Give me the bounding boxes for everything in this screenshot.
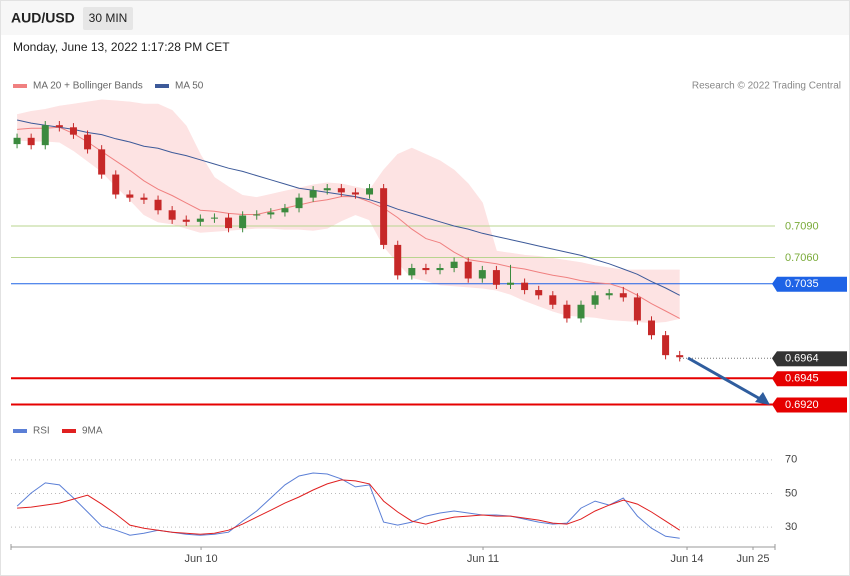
x-tick-label: Jun 10: [185, 553, 218, 565]
candle-body: [55, 125, 63, 128]
candle-body: [154, 199, 162, 211]
legend-swatch: [155, 84, 169, 88]
candle-body: [591, 295, 599, 305]
level-box: [777, 276, 847, 292]
candle-body: [126, 194, 134, 198]
credit: Research © 2022 Trading Central: [692, 81, 841, 92]
candle-body: [549, 295, 557, 305]
legend-swatch: [13, 84, 27, 88]
candle-body: [182, 219, 190, 222]
candle-body: [168, 210, 176, 220]
candle-body: [281, 208, 289, 213]
bollinger-upper: [16, 99, 680, 271]
candle-body: [450, 261, 458, 268]
ma-line: [17, 126, 680, 319]
candle-body: [619, 293, 627, 298]
timestamp: Monday, June 13, 2022 1:17:28 PM CET: [13, 40, 230, 54]
level-box-tip: [772, 371, 777, 387]
level-box-tip: [772, 276, 777, 292]
bollinger-fill: [17, 100, 680, 323]
candle-body: [676, 355, 684, 358]
level-box: [777, 397, 847, 413]
candle-body: [535, 290, 543, 296]
candle-body: [563, 304, 571, 319]
candle-body: [492, 270, 500, 285]
candle-body: [380, 188, 388, 245]
candle-body: [225, 217, 233, 229]
interval-badge: [83, 7, 133, 30]
rsi-line: [16, 472, 680, 539]
level-label: 0.7060: [785, 252, 819, 264]
candle-body: [27, 137, 35, 146]
candle-body: [295, 197, 303, 209]
candle-body: [69, 127, 77, 135]
candle-body: [464, 261, 472, 279]
candle-body: [507, 282, 515, 285]
candle-body: [633, 297, 641, 321]
forecast-arrow: [687, 356, 763, 402]
legend-swatch: [13, 429, 27, 433]
candle-body: [196, 218, 204, 222]
x-tick-label: Jun 14: [671, 553, 704, 565]
candle-body: [267, 212, 275, 215]
candle-body: [577, 304, 585, 319]
level-label: 0.6920: [785, 399, 819, 411]
candle-body: [394, 244, 402, 276]
rsi-line: [17, 479, 680, 535]
candle-body: [140, 197, 148, 200]
candle-body: [239, 215, 247, 229]
y-tick-label: 30: [785, 521, 797, 533]
legend-label: MA 50: [175, 81, 204, 92]
candle-body: [351, 192, 359, 195]
candle-body: [210, 217, 218, 219]
header-bar: [1, 1, 849, 35]
level-label: 0.7090: [785, 220, 819, 232]
candle-body: [422, 268, 430, 271]
candle-body: [521, 282, 529, 291]
symbol: AUD/USD: [11, 10, 75, 26]
legend-label: 9MA: [82, 426, 103, 437]
candle-body: [309, 190, 317, 198]
level-label: 0.7035: [785, 278, 819, 290]
candle-body: [84, 134, 92, 150]
level-box: [777, 371, 847, 387]
legend-label: RSI: [33, 426, 50, 437]
candle-body: [647, 320, 655, 336]
level-box: [777, 351, 847, 367]
ma-line: [16, 119, 680, 296]
forecast-arrowhead: [755, 392, 770, 405]
legend-swatch: [62, 429, 76, 433]
x-tick-label: Jun 25: [736, 553, 769, 565]
y-tick-label: 70: [785, 454, 797, 466]
level-box-tip: [772, 351, 777, 367]
candle-body: [112, 174, 120, 195]
x-tick-label: Jun 11: [467, 553, 499, 565]
level-label: 0.6945: [785, 373, 819, 385]
legend-label: MA 20 + Bollinger Bands: [33, 81, 143, 92]
y-tick-label: 50: [785, 487, 797, 499]
candle-body: [98, 149, 106, 175]
level-label: 0.6964: [785, 353, 819, 365]
candle-body: [478, 270, 486, 279]
candle-body: [13, 137, 21, 145]
candle-body: [605, 293, 613, 296]
candle-body: [436, 268, 444, 271]
candle-body: [41, 125, 49, 146]
level-box-tip: [772, 397, 777, 413]
candle-body: [662, 335, 670, 356]
candle-body: [253, 214, 261, 216]
interval: 30 MIN: [89, 11, 128, 25]
candle-body: [408, 268, 416, 276]
candle-body: [323, 188, 331, 191]
candle-body: [337, 188, 345, 193]
candle-body: [366, 188, 374, 195]
